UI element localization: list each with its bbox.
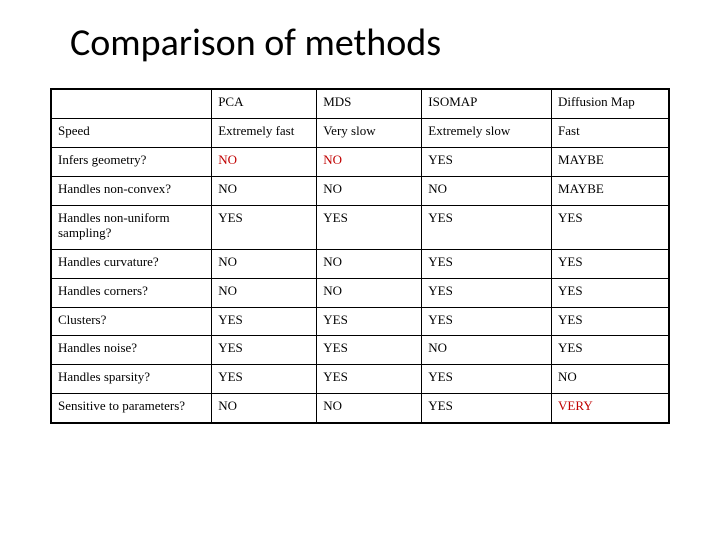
table-cell: NO	[212, 394, 317, 423]
table-row: Sensitive to parameters?NONOYESVERY	[51, 394, 669, 423]
row-label: Sensitive to parameters?	[51, 394, 212, 423]
table-cell: YES	[212, 336, 317, 365]
col-header-mds: MDS	[317, 89, 422, 118]
table-cell: YES	[422, 278, 552, 307]
table-cell: YES	[422, 249, 552, 278]
table-cell: YES	[552, 278, 669, 307]
row-label: Handles corners?	[51, 278, 212, 307]
row-label: Handles curvature?	[51, 249, 212, 278]
row-label: Handles noise?	[51, 336, 212, 365]
table-cell: YES	[317, 205, 422, 249]
table-cell: YES	[212, 365, 317, 394]
page-title: Comparison of methods	[70, 20, 670, 66]
table-cell: YES	[422, 394, 552, 423]
col-header-pca: PCA	[212, 89, 317, 118]
table-cell: NO	[317, 176, 422, 205]
table-cell: YES	[212, 205, 317, 249]
table-row: Handles corners?NONOYESYES	[51, 278, 669, 307]
table-cell: NO	[317, 249, 422, 278]
table-cell: Fast	[552, 118, 669, 147]
table-cell: YES	[317, 365, 422, 394]
table-cell: NO	[212, 249, 317, 278]
table-row: Handles non-uniform sampling?YESYESYESYE…	[51, 205, 669, 249]
table-cell: NO	[212, 176, 317, 205]
table-cell: VERY	[552, 394, 669, 423]
table-row: Handles noise?YESYESNOYES	[51, 336, 669, 365]
row-label: Clusters?	[51, 307, 212, 336]
table-row: Handles sparsity?YESYESYESNO	[51, 365, 669, 394]
table-row: Handles curvature?NONOYESYES	[51, 249, 669, 278]
table-cell: Extremely slow	[422, 118, 552, 147]
table-cell: MAYBE	[552, 147, 669, 176]
table-cell: Very slow	[317, 118, 422, 147]
table-row: Clusters?YESYESYESYES	[51, 307, 669, 336]
table-cell: NO	[317, 394, 422, 423]
table-body: SpeedExtremely fastVery slowExtremely sl…	[51, 118, 669, 423]
table-cell: YES	[422, 307, 552, 336]
row-label: Handles sparsity?	[51, 365, 212, 394]
table-cell: MAYBE	[552, 176, 669, 205]
table-cell: YES	[422, 365, 552, 394]
table-cell: NO	[422, 336, 552, 365]
col-header-empty	[51, 89, 212, 118]
col-header-isomap: ISOMAP	[422, 89, 552, 118]
table-row: SpeedExtremely fastVery slowExtremely sl…	[51, 118, 669, 147]
slide: Comparison of methods PCA MDS ISOMAP Dif…	[0, 0, 720, 540]
table-row: Infers geometry?NONOYESMAYBE	[51, 147, 669, 176]
table-cell: YES	[422, 205, 552, 249]
table-cell: NO	[212, 278, 317, 307]
table-cell: YES	[552, 336, 669, 365]
table-cell: NO	[317, 278, 422, 307]
col-header-diffusion: Diffusion Map	[552, 89, 669, 118]
row-label: Handles non-convex?	[51, 176, 212, 205]
table-cell: YES	[317, 307, 422, 336]
table-cell: YES	[212, 307, 317, 336]
table-cell: Extremely fast	[212, 118, 317, 147]
table-cell: NO	[422, 176, 552, 205]
comparison-table: PCA MDS ISOMAP Diffusion Map SpeedExtrem…	[50, 88, 670, 424]
table-cell: YES	[422, 147, 552, 176]
table-cell: NO	[552, 365, 669, 394]
table-cell: YES	[552, 307, 669, 336]
table-cell: NO	[317, 147, 422, 176]
row-label: Infers geometry?	[51, 147, 212, 176]
table-cell: YES	[552, 249, 669, 278]
row-label: Handles non-uniform sampling?	[51, 205, 212, 249]
table-row: Handles non-convex?NONONOMAYBE	[51, 176, 669, 205]
table-cell: YES	[317, 336, 422, 365]
table-cell: NO	[212, 147, 317, 176]
table-cell: YES	[552, 205, 669, 249]
row-label: Speed	[51, 118, 212, 147]
table-header-row: PCA MDS ISOMAP Diffusion Map	[51, 89, 669, 118]
